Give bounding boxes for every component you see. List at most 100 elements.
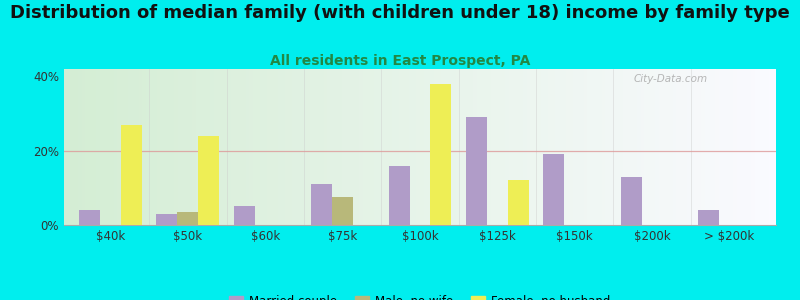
Bar — [538, 69, 541, 225]
Bar — [310, 69, 314, 225]
Bar — [509, 69, 513, 225]
Bar — [651, 69, 655, 225]
Bar — [754, 69, 758, 225]
Bar — [427, 69, 430, 225]
Bar — [626, 69, 630, 225]
Bar — [662, 69, 666, 225]
Bar — [566, 69, 570, 225]
Bar — [559, 69, 562, 225]
Bar — [278, 69, 281, 225]
Bar — [534, 69, 538, 225]
Bar — [79, 210, 100, 225]
Bar — [142, 69, 146, 225]
Bar — [74, 69, 78, 225]
Bar — [573, 69, 577, 225]
Bar — [420, 69, 423, 225]
Bar — [203, 69, 206, 225]
Bar — [456, 69, 459, 225]
Bar — [452, 69, 456, 225]
Bar — [602, 69, 605, 225]
Bar — [630, 69, 634, 225]
Bar — [648, 69, 651, 225]
Bar — [153, 69, 157, 225]
Bar — [121, 125, 142, 225]
Bar — [363, 69, 366, 225]
Bar — [381, 69, 384, 225]
Bar — [299, 69, 302, 225]
Bar — [249, 69, 253, 225]
Bar — [231, 69, 235, 225]
Bar — [86, 69, 89, 225]
Bar — [378, 69, 381, 225]
Bar — [317, 69, 320, 225]
Bar — [741, 69, 744, 225]
Bar — [513, 69, 516, 225]
Bar — [391, 69, 395, 225]
Bar — [545, 69, 548, 225]
Bar — [64, 69, 67, 225]
Bar — [398, 69, 402, 225]
Bar — [281, 69, 285, 225]
Bar — [484, 69, 488, 225]
Bar — [402, 69, 406, 225]
Text: Distribution of median family (with children under 18) income by family type: Distribution of median family (with chil… — [10, 4, 790, 22]
Bar — [285, 69, 288, 225]
Bar — [260, 69, 263, 225]
Bar — [577, 69, 580, 225]
Bar — [256, 69, 260, 225]
Bar — [641, 69, 644, 225]
Bar — [242, 69, 246, 225]
Bar — [676, 69, 680, 225]
Bar — [605, 69, 609, 225]
Bar — [666, 69, 669, 225]
Bar — [395, 69, 398, 225]
Bar — [445, 69, 449, 225]
Bar — [442, 69, 445, 225]
Bar — [758, 69, 762, 225]
Bar — [708, 69, 712, 225]
Bar — [737, 69, 741, 225]
Bar — [683, 69, 687, 225]
Bar — [516, 69, 520, 225]
Bar — [138, 69, 142, 225]
Bar — [570, 69, 573, 225]
Bar — [481, 69, 484, 225]
Bar — [342, 69, 346, 225]
Bar — [167, 69, 171, 225]
Bar — [106, 69, 110, 225]
Bar — [751, 69, 754, 225]
Bar — [114, 69, 118, 225]
Bar — [253, 69, 256, 225]
Bar — [178, 69, 182, 225]
Bar — [359, 69, 363, 225]
Bar — [730, 69, 734, 225]
Bar — [292, 69, 295, 225]
Bar — [196, 69, 199, 225]
Bar — [224, 69, 228, 225]
Bar — [246, 69, 249, 225]
Bar — [488, 69, 491, 225]
Bar — [274, 69, 278, 225]
Bar — [206, 69, 210, 225]
Bar — [634, 69, 637, 225]
Bar — [494, 69, 498, 225]
Bar — [217, 69, 221, 225]
Bar — [637, 69, 641, 225]
Bar — [118, 69, 121, 225]
Bar — [324, 69, 327, 225]
Bar — [766, 69, 769, 225]
Bar — [744, 69, 747, 225]
Bar — [157, 214, 178, 225]
Bar — [591, 69, 594, 225]
Bar — [719, 69, 722, 225]
Bar — [192, 69, 196, 225]
Bar — [562, 69, 566, 225]
Bar — [182, 69, 185, 225]
Bar — [311, 184, 332, 225]
Bar — [466, 117, 487, 225]
Bar — [658, 69, 662, 225]
Bar — [71, 69, 74, 225]
Bar — [352, 69, 356, 225]
Bar — [508, 180, 529, 225]
Bar — [306, 69, 310, 225]
